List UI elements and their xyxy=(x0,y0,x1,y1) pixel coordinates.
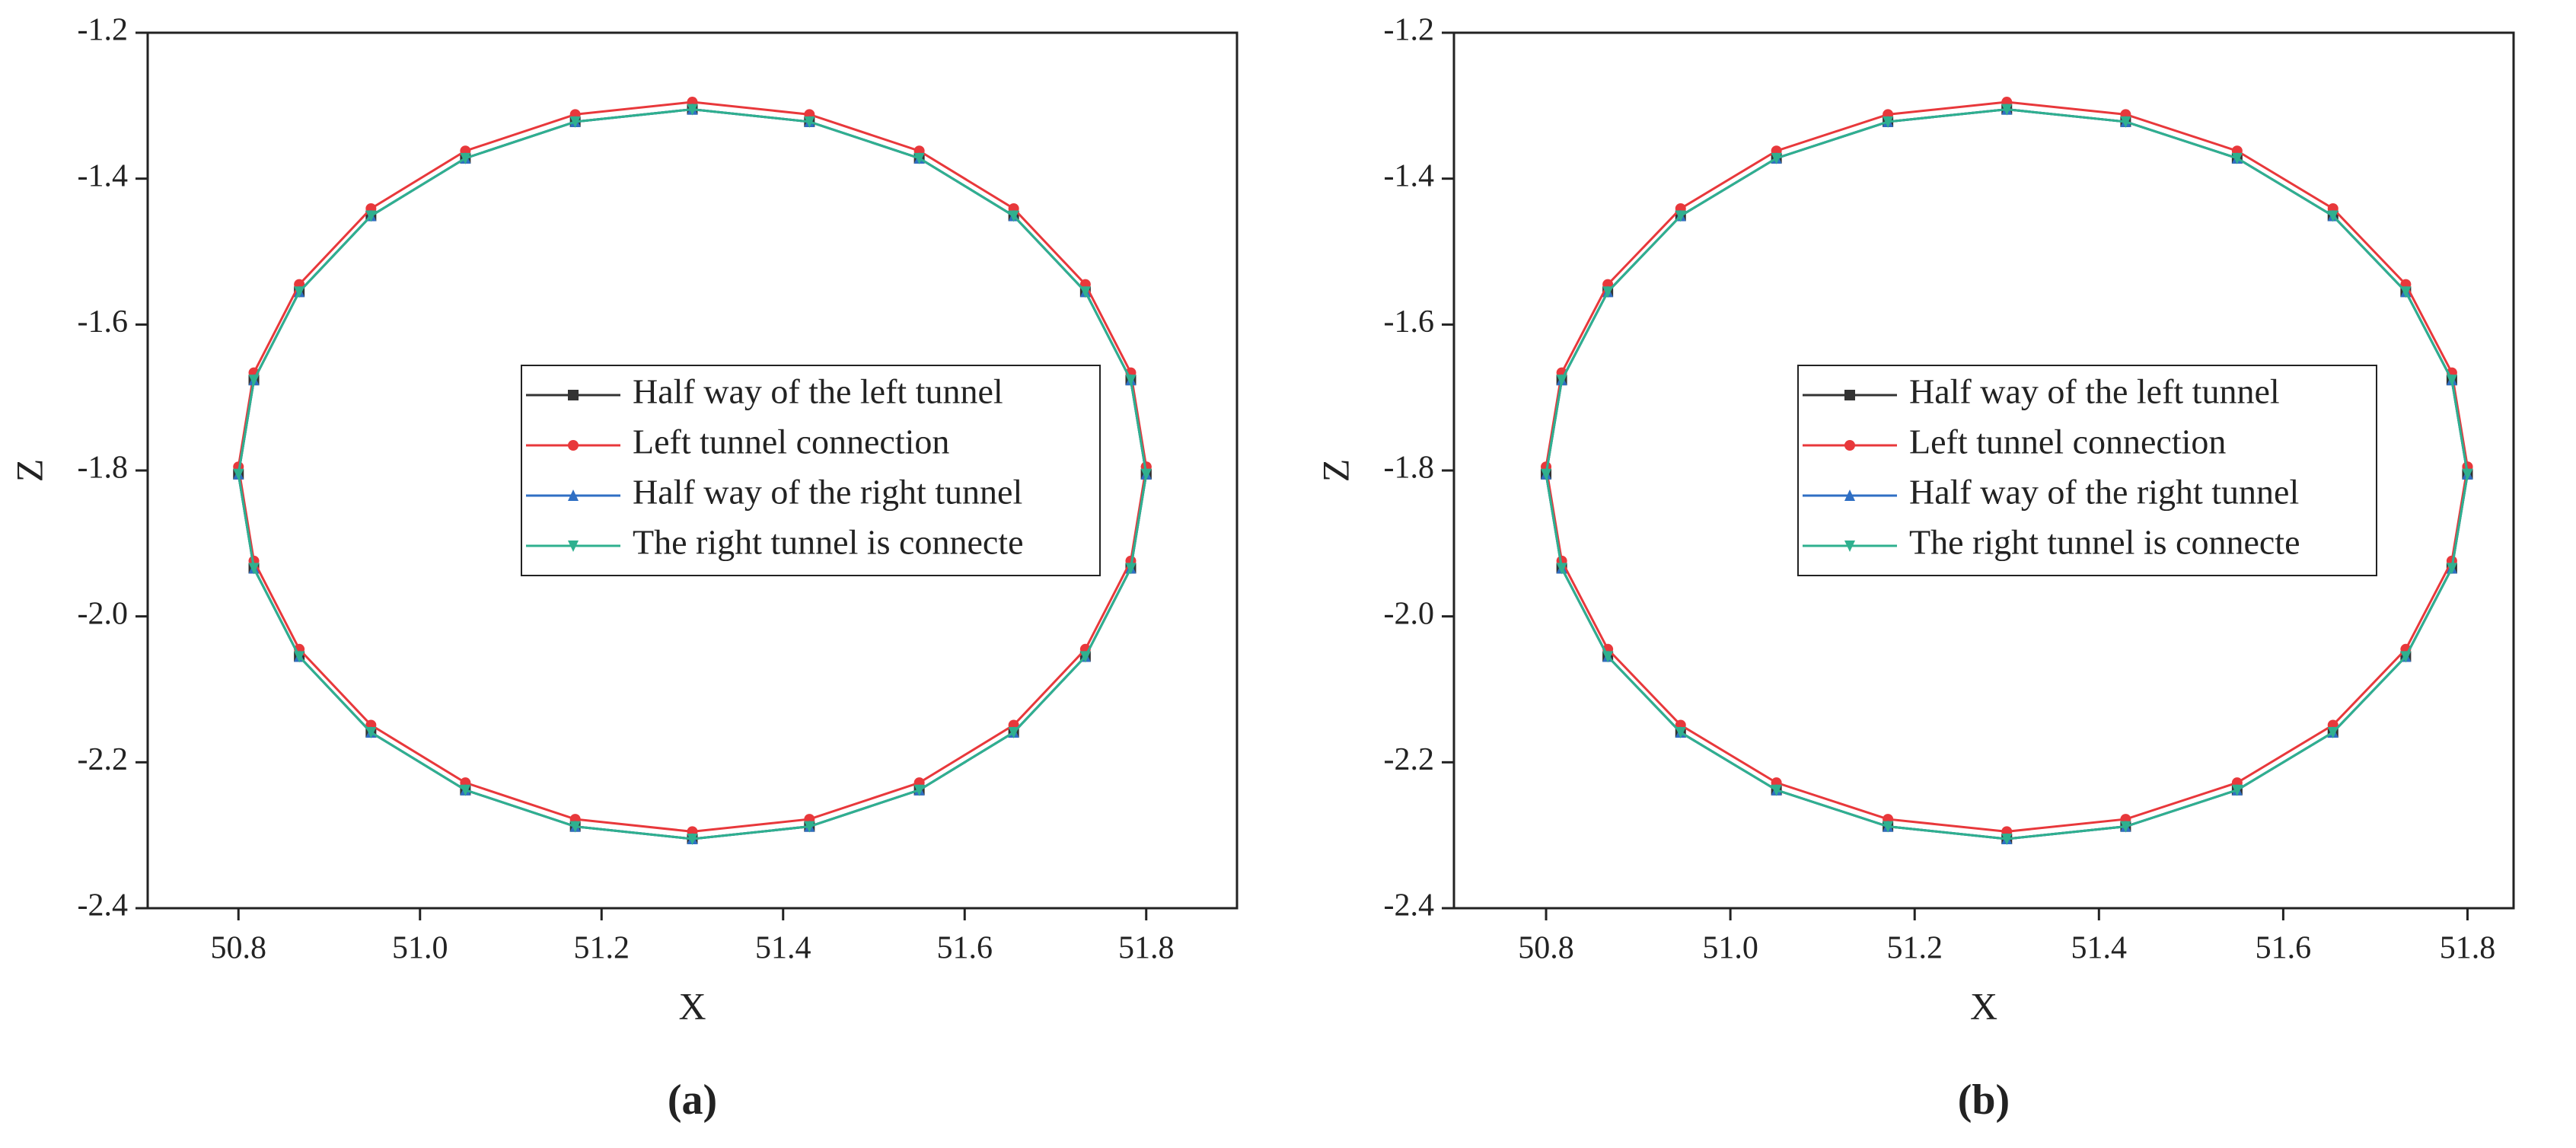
marker xyxy=(1883,821,1894,833)
marker xyxy=(804,821,815,833)
marker xyxy=(1008,727,1019,739)
marker xyxy=(2327,727,2338,739)
x-axis-label: X xyxy=(678,984,706,1027)
legend-marker xyxy=(568,541,579,552)
legend-marker xyxy=(1844,489,1855,501)
legend-marker xyxy=(568,489,579,501)
x-tick-label: 51.0 xyxy=(1702,931,1758,966)
x-axis-label: X xyxy=(1970,984,1997,1027)
y-axis-label: Z xyxy=(1314,459,1357,483)
legend-label: The right tunnel is connecte xyxy=(633,523,1024,562)
marker xyxy=(2400,286,2412,298)
marker xyxy=(687,104,698,116)
marker xyxy=(1556,375,1567,387)
x-tick-label: 51.4 xyxy=(755,931,811,966)
legend-label: Half way of the left tunnel xyxy=(633,372,1003,411)
marker xyxy=(294,651,305,663)
y-tick-label: -2.4 xyxy=(1384,888,1435,923)
marker xyxy=(2446,563,2457,575)
marker xyxy=(2001,104,2013,116)
x-tick-label: 51.0 xyxy=(392,931,448,966)
legend-label: Left tunnel connection xyxy=(1909,423,2226,461)
caption: (b) xyxy=(1958,1076,2010,1124)
legend-marker xyxy=(568,440,579,451)
marker xyxy=(294,286,305,298)
legend-box xyxy=(1797,365,2377,576)
marker xyxy=(1675,727,1686,739)
marker xyxy=(1125,375,1137,387)
marker xyxy=(2462,468,2473,480)
x-tick-label: 51.8 xyxy=(1118,931,1175,966)
x-tick-label: 51.6 xyxy=(937,931,993,966)
marker xyxy=(2001,833,2013,845)
legend-marker xyxy=(1844,541,1855,552)
x-tick-label: 51.2 xyxy=(574,931,630,966)
y-tick-label: -2.0 xyxy=(1384,596,1435,631)
y-tick-label: -2.0 xyxy=(78,596,129,631)
marker xyxy=(913,784,925,796)
y-tick-label: -1.6 xyxy=(1384,305,1435,340)
marker xyxy=(1079,286,1091,298)
x-tick-label: 50.8 xyxy=(1518,931,1574,966)
marker xyxy=(2231,784,2243,796)
legend-label: Half way of the right tunnel xyxy=(633,473,1022,512)
legend-label: Left tunnel connection xyxy=(633,423,949,461)
legend-label: The right tunnel is connecte xyxy=(1909,523,2300,562)
marker xyxy=(2120,116,2131,128)
marker xyxy=(804,116,815,128)
marker xyxy=(248,563,260,575)
marker xyxy=(1140,468,1152,480)
marker xyxy=(1125,563,1137,575)
y-tick-label: -2.4 xyxy=(78,888,129,923)
legend-label: Half way of the left tunnel xyxy=(1909,372,2280,411)
marker xyxy=(1675,210,1686,222)
y-tick-label: -1.4 xyxy=(78,158,129,193)
marker xyxy=(569,821,581,833)
marker xyxy=(2400,651,2412,663)
legend-marker xyxy=(568,390,579,400)
marker xyxy=(1883,116,1894,128)
y-tick-label: -1.2 xyxy=(1384,13,1435,48)
marker xyxy=(2231,152,2243,164)
marker xyxy=(365,727,377,739)
legend-marker xyxy=(1844,440,1855,451)
marker xyxy=(1602,651,1614,663)
x-tick-label: 51.8 xyxy=(2440,931,2496,966)
y-tick-label: -1.6 xyxy=(78,305,129,340)
y-tick-label: -1.2 xyxy=(78,13,129,48)
x-tick-label: 51.6 xyxy=(2256,931,2312,966)
x-tick-label: 51.2 xyxy=(1886,931,1943,966)
caption: (a) xyxy=(668,1076,717,1124)
marker xyxy=(2446,375,2457,387)
marker xyxy=(569,116,581,128)
marker xyxy=(233,468,244,480)
marker xyxy=(913,152,925,164)
y-tick-label: -2.2 xyxy=(78,742,129,777)
marker xyxy=(460,152,471,164)
marker xyxy=(248,375,260,387)
x-tick-label: 51.4 xyxy=(2071,931,2128,966)
marker xyxy=(1079,651,1091,663)
marker xyxy=(1008,210,1019,222)
legend-label: Half way of the right tunnel xyxy=(1909,473,2299,512)
legend-marker xyxy=(1844,390,1855,400)
y-tick-label: -1.8 xyxy=(1384,451,1435,486)
y-tick-label: -1.8 xyxy=(78,451,129,486)
marker xyxy=(1602,286,1614,298)
legend-box xyxy=(521,365,1101,576)
y-axis-label: Z xyxy=(8,459,50,483)
marker xyxy=(1771,152,1782,164)
marker xyxy=(365,210,377,222)
marker xyxy=(1541,468,1552,480)
marker xyxy=(2120,821,2131,833)
marker xyxy=(1771,784,1782,796)
marker xyxy=(687,833,698,845)
x-tick-label: 50.8 xyxy=(211,931,267,966)
y-tick-label: -2.2 xyxy=(1384,742,1435,777)
marker xyxy=(460,784,471,796)
marker xyxy=(2327,210,2338,222)
y-tick-label: -1.4 xyxy=(1384,158,1435,193)
marker xyxy=(1556,563,1567,575)
